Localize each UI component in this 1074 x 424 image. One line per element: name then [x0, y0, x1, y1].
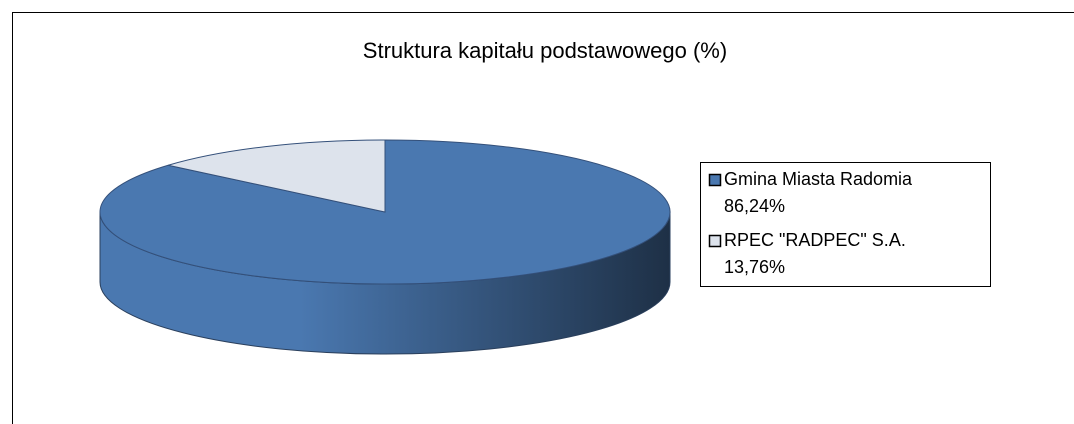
pie-slice	[168, 139, 386, 213]
legend-label: RPEC "RADPEC" S.A.	[724, 230, 906, 250]
legend-marker	[708, 173, 722, 187]
legend-label: Gmina Miasta Radomia	[724, 169, 913, 189]
chart-title: Struktura kapitału podstawowego (%)	[363, 38, 727, 63]
legend-value: 13,76%	[724, 257, 785, 277]
legend-box	[700, 162, 991, 287]
legend-marker	[708, 234, 722, 248]
legend-value: 86,24%	[724, 196, 785, 216]
